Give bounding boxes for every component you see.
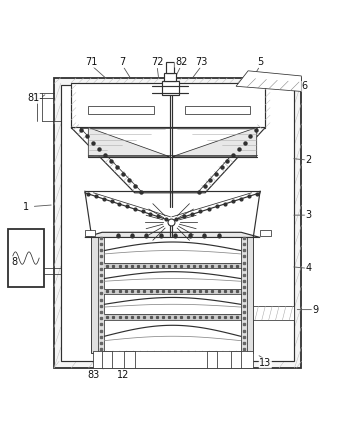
Text: 5: 5 <box>257 57 263 67</box>
Text: 13: 13 <box>259 358 272 368</box>
Bar <box>166 62 174 72</box>
Text: 71: 71 <box>86 57 98 67</box>
Bar <box>8 229 44 287</box>
Bar <box>71 83 265 127</box>
Text: 3: 3 <box>305 210 311 220</box>
Bar <box>104 289 241 294</box>
Text: 7: 7 <box>120 57 126 67</box>
Bar <box>185 106 250 114</box>
Polygon shape <box>172 127 257 157</box>
Bar <box>260 230 270 236</box>
Bar <box>164 72 176 81</box>
Text: 73: 73 <box>196 57 208 67</box>
Text: 9: 9 <box>312 305 318 315</box>
Bar <box>92 238 104 353</box>
Bar <box>125 351 135 368</box>
Bar <box>161 81 179 95</box>
Bar <box>104 263 241 268</box>
Bar <box>207 351 217 368</box>
Bar <box>92 238 253 353</box>
Polygon shape <box>88 127 170 157</box>
Bar <box>85 230 95 236</box>
Bar <box>93 351 253 368</box>
Text: 1: 1 <box>23 202 30 211</box>
Text: 12: 12 <box>117 370 129 380</box>
Bar <box>54 78 301 368</box>
Bar <box>102 351 112 368</box>
Polygon shape <box>71 127 265 193</box>
Polygon shape <box>236 71 301 91</box>
Text: 81: 81 <box>27 93 39 103</box>
Bar <box>61 84 295 361</box>
Polygon shape <box>85 232 260 238</box>
Bar <box>104 314 241 320</box>
Text: 8: 8 <box>11 257 18 266</box>
Text: 2: 2 <box>305 155 311 165</box>
Text: 72: 72 <box>151 57 163 67</box>
Bar <box>88 106 154 114</box>
Text: 83: 83 <box>87 370 100 380</box>
Text: 6: 6 <box>302 81 308 91</box>
Bar <box>231 351 241 368</box>
Bar <box>241 238 253 353</box>
Bar <box>253 306 295 320</box>
Text: 82: 82 <box>175 57 187 67</box>
Text: 4: 4 <box>305 263 311 274</box>
Bar <box>104 238 241 353</box>
